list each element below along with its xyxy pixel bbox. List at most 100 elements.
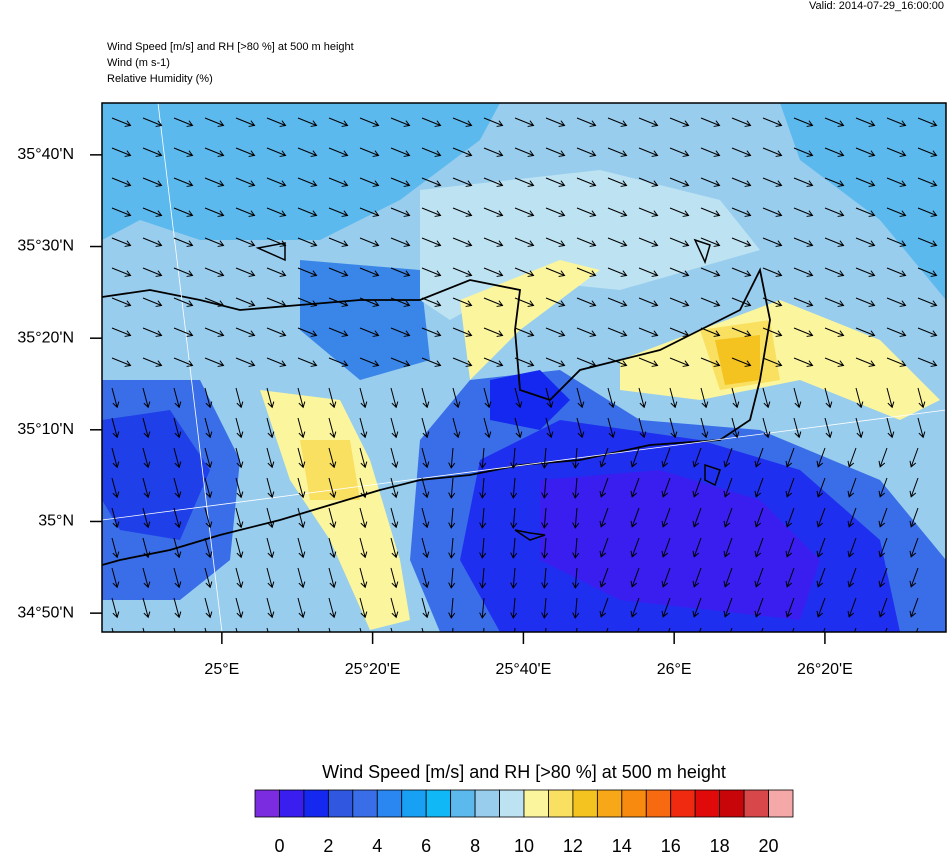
colorbar-label: 4 bbox=[372, 836, 382, 854]
wind-arrow bbox=[541, 597, 549, 619]
wind-arrow bbox=[700, 357, 721, 367]
wind-arrow bbox=[111, 507, 120, 529]
wind-arrow bbox=[731, 207, 752, 217]
wind-arrow bbox=[514, 267, 535, 277]
wind-arrow bbox=[824, 357, 845, 367]
wind-arrow bbox=[816, 567, 826, 588]
wind-arrow bbox=[204, 417, 213, 439]
wind-arrow bbox=[572, 567, 580, 589]
wind-arrow bbox=[266, 417, 275, 439]
wind-arrow bbox=[855, 387, 864, 409]
wind-arrow bbox=[630, 537, 640, 558]
wind-arrow bbox=[917, 387, 926, 409]
wind-arrow bbox=[173, 597, 182, 619]
wind-arrow bbox=[599, 567, 609, 588]
wind-arrow bbox=[731, 297, 752, 307]
wind-arrow bbox=[479, 567, 487, 589]
colorbar-swatch bbox=[548, 789, 574, 818]
wind-arrow bbox=[514, 147, 535, 157]
wind-arrow bbox=[452, 177, 473, 187]
wind-arrow bbox=[514, 417, 523, 439]
wind-arrow bbox=[700, 297, 721, 307]
wind-arrow bbox=[173, 207, 194, 217]
wind-arrow bbox=[235, 447, 244, 469]
wind-arrow bbox=[576, 297, 597, 307]
wind-arrow bbox=[917, 297, 938, 307]
wind-arrow bbox=[297, 417, 306, 439]
colorbar-swatch bbox=[499, 789, 525, 818]
wind-arrow bbox=[793, 177, 814, 187]
wind-arrow bbox=[754, 537, 764, 558]
wind-arrow bbox=[266, 237, 287, 247]
wind-arrow bbox=[514, 357, 535, 367]
wind-arrow bbox=[793, 207, 814, 217]
wind-arrow bbox=[111, 567, 120, 589]
wind-arrow bbox=[661, 597, 671, 618]
wind-arrow bbox=[328, 387, 337, 409]
wind-arrow bbox=[390, 237, 411, 247]
wind-arrow bbox=[204, 267, 225, 277]
wind-arrow bbox=[638, 327, 659, 337]
wind-arrow bbox=[638, 237, 659, 247]
wind-arrow bbox=[599, 477, 609, 498]
wind-arrow bbox=[448, 507, 456, 529]
wind-arrow bbox=[142, 147, 163, 157]
wind-arrow bbox=[390, 207, 411, 217]
wind-arrow bbox=[669, 417, 678, 439]
wind-arrow bbox=[421, 267, 442, 277]
wind-arrow bbox=[754, 477, 764, 498]
wind-arrow bbox=[142, 117, 163, 127]
wind-arrow bbox=[204, 207, 225, 217]
wind-arrow bbox=[723, 507, 733, 528]
wind-arrow bbox=[545, 417, 554, 439]
wind-arrow bbox=[142, 447, 151, 469]
wind-arrow bbox=[390, 447, 399, 469]
colorbar-swatch bbox=[279, 789, 305, 818]
wind-arrow bbox=[638, 207, 659, 217]
wind-arrow bbox=[297, 477, 306, 499]
wind-arrow bbox=[855, 417, 864, 439]
wind-arrow bbox=[452, 357, 473, 367]
colorbar-swatch bbox=[425, 789, 452, 818]
wind-arrow bbox=[878, 447, 888, 468]
wind-arrow bbox=[607, 387, 616, 409]
wind-arrow bbox=[359, 597, 368, 619]
wind-arrow bbox=[607, 267, 628, 277]
wind-arrow bbox=[142, 627, 145, 632]
wind-arrow bbox=[638, 117, 659, 127]
wind-arrow bbox=[607, 207, 628, 217]
wind-arrow bbox=[266, 177, 287, 187]
wind-arrow bbox=[576, 417, 585, 439]
wind-arrow bbox=[607, 147, 628, 157]
wind-arrow bbox=[479, 597, 487, 619]
wind-arrow bbox=[448, 537, 456, 559]
wind-arrow bbox=[266, 597, 275, 619]
wind-arrow bbox=[111, 177, 132, 187]
wind-arrow bbox=[297, 327, 318, 337]
wind-arrow bbox=[886, 117, 907, 127]
wind-arrow bbox=[483, 207, 504, 217]
wind-arrow bbox=[886, 387, 895, 409]
wind-arrow bbox=[514, 177, 535, 187]
wind-arrow bbox=[204, 447, 213, 469]
wind-arrow bbox=[142, 177, 163, 187]
wind-arrow bbox=[204, 237, 225, 247]
wind-arrow bbox=[421, 387, 430, 409]
wind-arrow bbox=[514, 387, 523, 409]
wind-arrow bbox=[700, 147, 721, 157]
wind-arrow bbox=[328, 207, 349, 217]
wind-arrow bbox=[816, 597, 826, 618]
wind-arrow bbox=[855, 267, 876, 277]
wind-arrow bbox=[917, 237, 938, 247]
wind-arrow bbox=[572, 507, 580, 529]
wind-arrow bbox=[328, 117, 349, 127]
wind-arrow bbox=[421, 117, 442, 127]
wind-arrow bbox=[421, 597, 430, 619]
wind-arrow bbox=[700, 237, 721, 247]
wind-arrow bbox=[359, 447, 368, 469]
wind-arrow bbox=[824, 147, 845, 157]
wind-arrow bbox=[111, 597, 120, 619]
colorbar-swatch bbox=[694, 789, 721, 818]
colorbar-label: 18 bbox=[710, 836, 730, 854]
wind-arrow bbox=[824, 387, 833, 409]
